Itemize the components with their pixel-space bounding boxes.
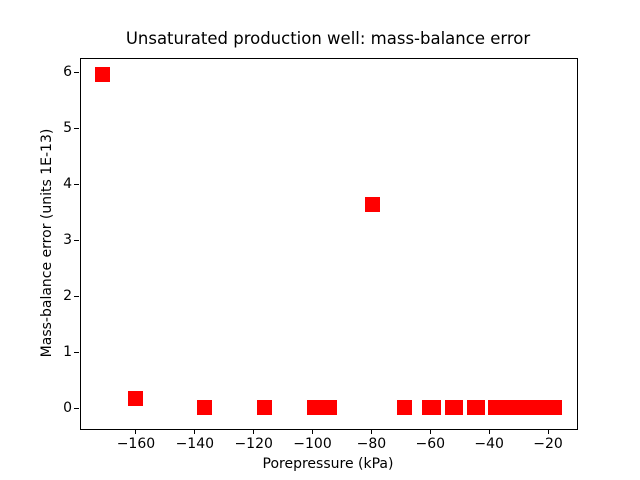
data-point bbox=[95, 67, 111, 83]
y-tick-mark bbox=[74, 72, 79, 74]
data-point bbox=[469, 400, 485, 416]
data-point bbox=[397, 400, 413, 416]
x-tick-mark bbox=[488, 429, 490, 434]
x-axis-label: Porepressure (kPa) bbox=[262, 456, 394, 472]
x-tick-mark bbox=[135, 429, 137, 434]
x-tick-mark bbox=[312, 429, 314, 434]
x-tick-label: −140 bbox=[175, 436, 215, 452]
x-tick-mark bbox=[370, 429, 372, 434]
data-point bbox=[257, 400, 273, 416]
plot-area bbox=[80, 58, 578, 430]
data-point bbox=[322, 400, 338, 416]
y-tick-mark bbox=[74, 128, 79, 130]
y-tick-label: 6 bbox=[63, 63, 72, 80]
y-tick-mark bbox=[74, 184, 79, 186]
chart-title: Unsaturated production well: mass-balanc… bbox=[125, 29, 531, 48]
y-tick-mark bbox=[74, 352, 79, 354]
y-axis-label: Mass-balance error (units 1E-13) bbox=[39, 128, 55, 358]
x-tick-label: −20 bbox=[533, 436, 563, 452]
data-point bbox=[448, 400, 464, 416]
x-tick-mark bbox=[194, 429, 196, 434]
y-tick-mark bbox=[74, 408, 79, 410]
data-point bbox=[546, 400, 562, 416]
y-tick-label: 2 bbox=[63, 287, 72, 304]
y-tick-label: 4 bbox=[63, 175, 72, 192]
x-tick-mark bbox=[429, 429, 431, 434]
y-tick-label: 0 bbox=[63, 399, 72, 416]
x-tick-mark bbox=[253, 429, 255, 434]
y-tick-label: 5 bbox=[63, 119, 72, 136]
data-point bbox=[425, 400, 441, 416]
x-tick-label: −100 bbox=[293, 436, 332, 452]
x-tick-label: −40 bbox=[474, 436, 504, 452]
x-tick-label: −80 bbox=[356, 436, 387, 452]
data-point bbox=[306, 400, 322, 416]
x-tick-label: −60 bbox=[415, 436, 446, 452]
x-tick-label: −120 bbox=[234, 436, 273, 452]
data-point bbox=[365, 197, 381, 213]
data-point bbox=[197, 400, 213, 416]
y-tick-mark bbox=[74, 296, 79, 298]
y-tick-label: 1 bbox=[63, 343, 72, 360]
y-tick-mark bbox=[74, 240, 79, 242]
x-tick-label: −160 bbox=[116, 436, 156, 452]
data-point bbox=[128, 390, 144, 406]
x-tick-mark bbox=[547, 429, 549, 434]
y-tick-label: 3 bbox=[63, 231, 72, 248]
